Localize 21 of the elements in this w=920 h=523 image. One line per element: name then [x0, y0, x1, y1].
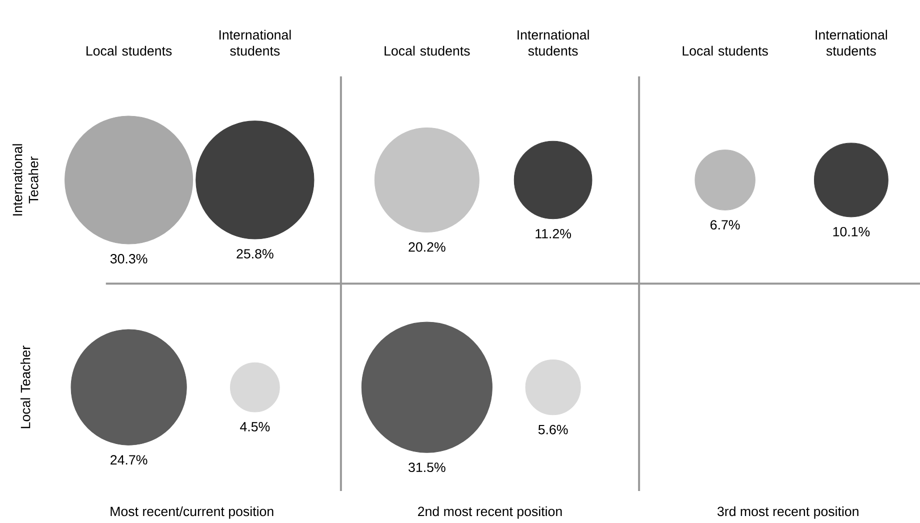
data-label: 5.6% — [538, 424, 568, 434]
category-label: International students — [219, 30, 291, 56]
text: International Tecaher — [12, 144, 38, 216]
category-label: International students — [816, 30, 887, 56]
data-label: 30.3% — [110, 254, 148, 264]
category-label: Local students — [86, 46, 172, 56]
data-label: 25.8% — [236, 249, 274, 259]
data-label: 11.2% — [536, 228, 572, 238]
data-label: 31.5% — [408, 462, 446, 472]
text: Most recent/current position — [110, 506, 274, 519]
text: 3rd most recent position — [717, 506, 858, 519]
category-label: Local students — [682, 46, 768, 56]
text: Local Teacher — [20, 346, 30, 428]
category-label: International students — [518, 30, 589, 56]
data-label: 10.1% — [833, 226, 870, 236]
category-label: Local students — [384, 46, 470, 56]
data-label: 20.2% — [408, 242, 446, 252]
data-label: 24.7% — [110, 455, 148, 465]
data-label: 6.7% — [710, 220, 740, 230]
text: 2nd most recent position — [418, 506, 562, 519]
data-label: 4.5% — [240, 422, 270, 432]
